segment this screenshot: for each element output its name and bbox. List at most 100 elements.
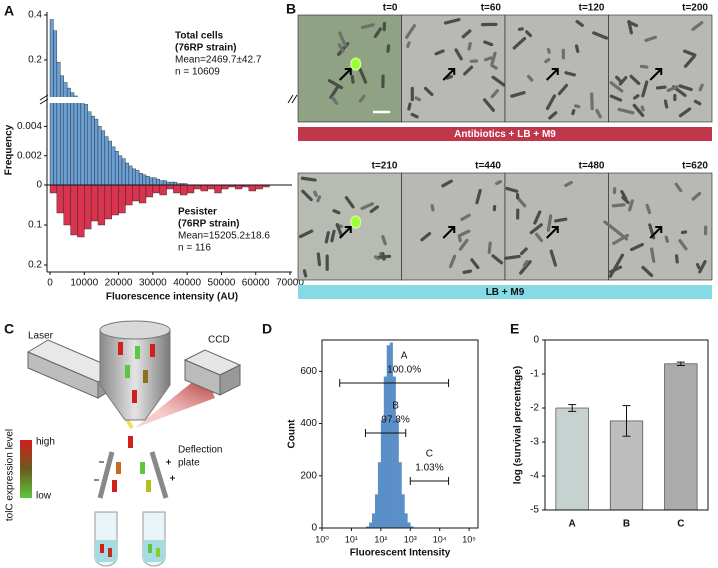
panel-label: E	[510, 321, 519, 337]
cell	[621, 195, 630, 205]
cell	[316, 252, 322, 267]
cell	[693, 99, 702, 106]
histogram-bar	[49, 184, 58, 194]
nozzle-top	[99, 320, 171, 340]
histogram-bar	[380, 419, 385, 528]
x-tick-label: 10000	[70, 278, 98, 289]
cell	[448, 254, 457, 269]
cell	[150, 344, 155, 357]
fluorescent-cell	[350, 215, 362, 229]
cell	[546, 47, 551, 54]
cell	[680, 230, 688, 235]
time-label: t=120	[579, 3, 605, 14]
y-axis-title: log (survival percentage)	[513, 366, 524, 484]
cell	[118, 342, 123, 355]
cell	[461, 29, 472, 39]
cell	[457, 233, 462, 243]
deflection-plate	[97, 451, 115, 499]
plus-sign	[166, 459, 175, 481]
x-tick-label: 10⁰	[315, 534, 329, 544]
time-label: t=210	[372, 161, 398, 172]
histogram-bar	[90, 115, 95, 186]
cell	[533, 210, 542, 225]
x-tick-label: 20000	[105, 278, 133, 289]
cell	[128, 436, 133, 448]
y-tick-label: 0.1	[28, 220, 42, 231]
cell	[490, 89, 499, 99]
histogram-bar	[80, 99, 85, 186]
histogram-bar	[142, 174, 147, 186]
cell	[698, 260, 707, 274]
histogram-bar	[186, 184, 195, 194]
cell	[443, 18, 461, 25]
x-axis-title: Fluorescent Intensity	[350, 548, 451, 559]
cell	[691, 21, 704, 31]
series-mean: Mean=2469.7±42.7	[175, 55, 262, 66]
cell	[386, 44, 391, 53]
cell	[420, 232, 432, 242]
histogram-bar	[60, 75, 64, 186]
cell	[148, 544, 152, 553]
cell	[664, 235, 670, 243]
time-label: t=440	[475, 161, 501, 172]
cell	[529, 223, 543, 235]
cell	[406, 41, 411, 48]
fluorescent-cell	[350, 57, 362, 71]
cell	[491, 254, 504, 265]
gate-percent: 97.8%	[381, 415, 409, 426]
cell	[645, 203, 652, 215]
cell	[382, 21, 387, 32]
x-tick-label: 10¹	[345, 534, 358, 544]
cell	[571, 109, 576, 116]
histogram-bar	[407, 522, 411, 528]
series-name: Pesister	[178, 207, 217, 218]
cell	[628, 199, 634, 212]
y-tick-label: -2	[530, 403, 539, 414]
x-tick-label: 0	[47, 278, 53, 289]
histogram-bar	[56, 62, 61, 186]
cell	[100, 544, 104, 553]
cell	[663, 99, 669, 109]
histogram-bar	[166, 184, 174, 190]
cell	[298, 229, 314, 239]
x-tick-label: 10³	[404, 534, 417, 544]
micrograph	[401, 14, 506, 123]
cell	[691, 191, 702, 201]
cell	[490, 51, 497, 66]
histogram-bar	[398, 462, 402, 528]
x-tick-label: C	[677, 519, 684, 530]
histogram-bar	[410, 526, 414, 528]
histogram-bar	[135, 170, 140, 186]
histogram-bar	[193, 184, 202, 190]
cell	[678, 239, 688, 251]
cell	[655, 85, 667, 90]
histogram-bar	[180, 184, 188, 196]
histogram-bar	[70, 184, 78, 236]
panel-label: B	[286, 1, 296, 17]
micrograph	[608, 14, 713, 123]
cell	[108, 548, 112, 557]
cell	[381, 252, 386, 261]
cell	[609, 81, 624, 93]
arrow	[442, 68, 456, 81]
cell	[475, 188, 482, 205]
x-tick-label: 10²	[374, 534, 387, 544]
cell	[373, 255, 380, 261]
histogram-bar	[152, 177, 157, 186]
histogram-bar	[56, 184, 64, 214]
bar	[664, 363, 698, 511]
gate-name: C	[426, 449, 433, 460]
error-bar	[676, 361, 685, 366]
cell	[548, 111, 558, 120]
histogram-bar	[374, 494, 379, 528]
cell	[112, 480, 117, 492]
y-tick-label: -1	[530, 369, 539, 380]
laser-label: Laser	[28, 331, 54, 342]
histogram-bar	[87, 111, 92, 186]
series-strain: (76RP strain)	[178, 219, 240, 230]
cell	[369, 205, 379, 214]
histogram-bar	[366, 526, 370, 528]
histogram-bar	[111, 184, 119, 216]
condition-label: Antibiotics + LB + M9	[454, 129, 556, 140]
arrow	[649, 226, 663, 239]
